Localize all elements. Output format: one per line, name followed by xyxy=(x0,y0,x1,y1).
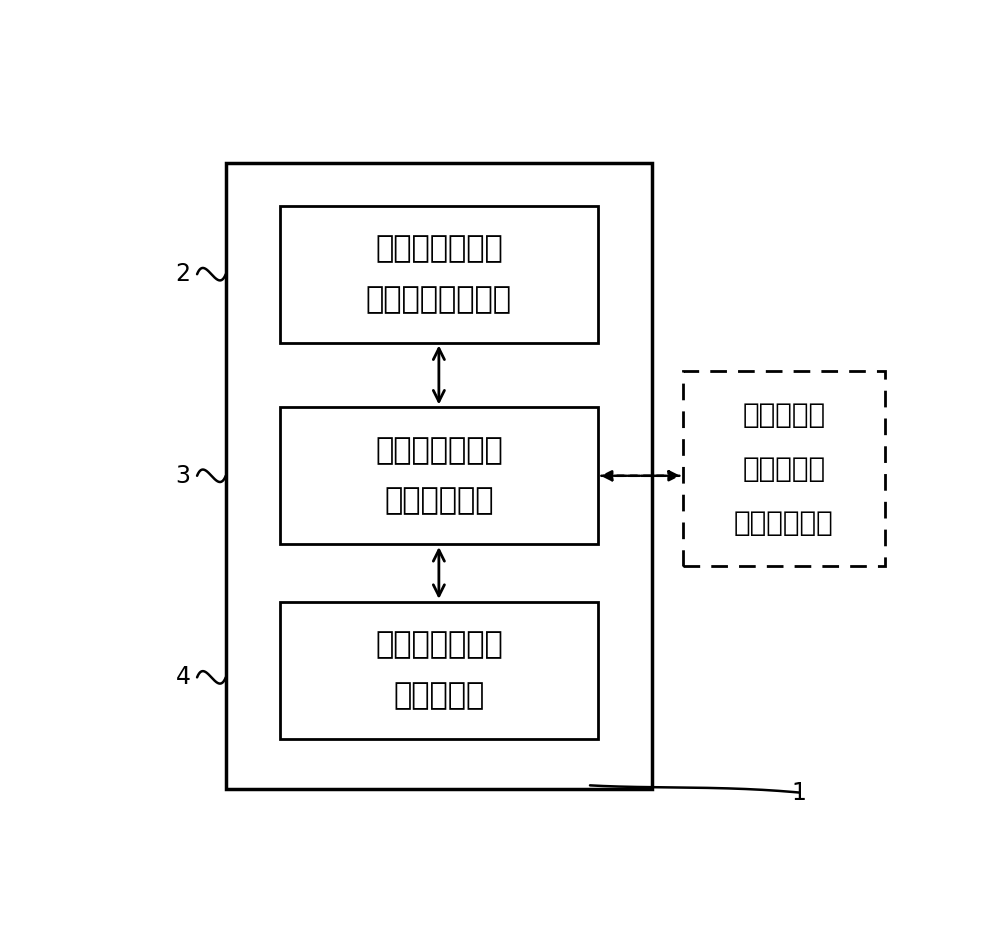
Text: 用户自定义: 用户自定义 xyxy=(742,400,825,428)
Bar xyxy=(683,371,885,566)
Text: 前台人机界面模块: 前台人机界面模块 xyxy=(366,285,512,314)
Text: 调取利用模块: 调取利用模块 xyxy=(734,509,834,537)
Text: 1: 1 xyxy=(792,781,807,804)
Text: 3: 3 xyxy=(176,464,191,488)
Bar xyxy=(280,408,598,544)
Text: 横断面数据处理: 横断面数据处理 xyxy=(375,630,503,659)
Text: 横断面数据处理: 横断面数据处理 xyxy=(375,235,503,264)
Bar xyxy=(226,163,652,789)
Text: 2: 2 xyxy=(176,262,191,286)
Bar xyxy=(280,602,598,739)
Text: 横断面数据: 横断面数据 xyxy=(742,454,825,482)
Text: 横断面数据处理: 横断面数据处理 xyxy=(375,436,503,465)
Text: 后台数据库: 后台数据库 xyxy=(393,681,484,710)
Text: 中台计算模块: 中台计算模块 xyxy=(384,486,494,515)
Text: 4: 4 xyxy=(176,666,191,689)
Bar xyxy=(280,206,598,342)
